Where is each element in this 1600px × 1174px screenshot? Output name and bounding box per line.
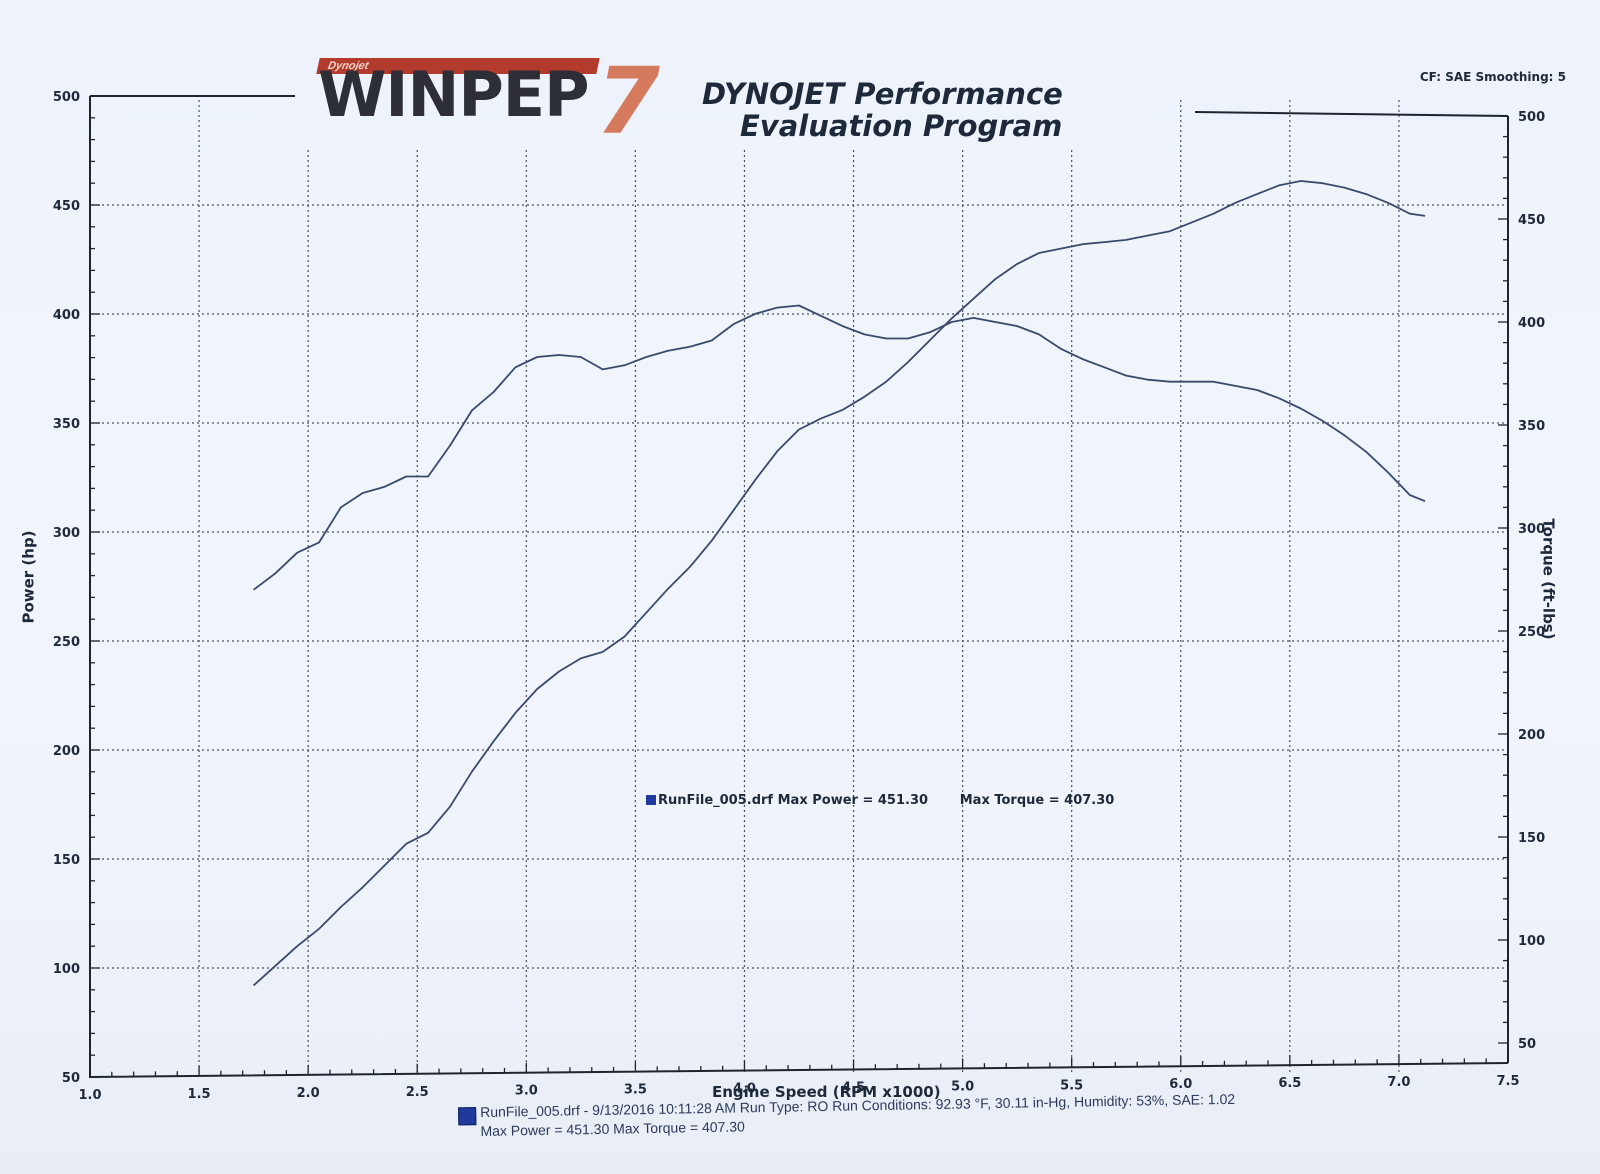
y-tick-label: 500 bbox=[53, 90, 80, 105]
x-tick-label: 2.0 bbox=[297, 1086, 320, 1101]
x-tick-label: 4.5 bbox=[842, 1080, 865, 1095]
grid bbox=[92, 100, 1506, 1075]
series-line-torque bbox=[253, 304, 1426, 591]
x-tick-label: 1.0 bbox=[78, 1088, 101, 1103]
y-tick-label: 450 bbox=[53, 199, 80, 214]
y-tick-label: 250 bbox=[53, 635, 80, 650]
title-line-1: DYNOJET Performance bbox=[702, 77, 1063, 111]
x-tick-label: 7.5 bbox=[1496, 1074, 1519, 1089]
y2-tick-label: 450 bbox=[1518, 213, 1545, 228]
correction-factor-info: CF: SAE Smoothing: 5 bbox=[1419, 70, 1566, 84]
x-tick-label: 7.0 bbox=[1387, 1075, 1410, 1090]
x-tick-label: 3.5 bbox=[624, 1083, 647, 1098]
y-tick-label: 200 bbox=[53, 744, 80, 759]
x-axis-title: Engine Speed (RPM x1000) bbox=[712, 1083, 941, 1101]
y2-tick-label: 50 bbox=[1518, 1037, 1536, 1052]
chart-legend: RunFile_005.drf Max Power = 451.30 Max T… bbox=[646, 793, 1114, 808]
legend-max-torque: Max Torque = 407.30 bbox=[959, 793, 1115, 808]
y-tick-label: 400 bbox=[53, 308, 80, 323]
x-tick-label: 2.5 bbox=[406, 1085, 429, 1100]
y2-tick-label: 300 bbox=[1518, 522, 1545, 537]
y2-tick-label: 100 bbox=[1518, 934, 1545, 949]
x-tick-label: 6.5 bbox=[1278, 1076, 1301, 1091]
y2-tick-label: 200 bbox=[1518, 728, 1545, 743]
x-tick-label: 5.5 bbox=[1060, 1078, 1083, 1093]
x-tick-label: 1.5 bbox=[188, 1087, 211, 1102]
series bbox=[252, 180, 1426, 987]
y2-tick-label: 400 bbox=[1518, 316, 1545, 331]
y-axis-title: Power (hp) bbox=[19, 530, 38, 624]
y2-tick-label: 250 bbox=[1518, 625, 1545, 640]
series-line-power bbox=[252, 180, 1426, 987]
winpep-logo: WINPEP bbox=[318, 58, 590, 131]
plot-frame-left-bottom bbox=[89, 96, 1509, 1079]
x-tick-label: 5.0 bbox=[951, 1079, 974, 1094]
legend-max-power: Max Power = 451.30 bbox=[777, 793, 929, 808]
x-tick-label: 6.0 bbox=[1169, 1077, 1192, 1092]
y-tick-label: 100 bbox=[53, 962, 80, 977]
legend-swatch bbox=[646, 795, 656, 805]
x-tick-label: 3.0 bbox=[515, 1084, 538, 1099]
y2-tick-label: 500 bbox=[1518, 110, 1545, 125]
footer-swatch bbox=[458, 1107, 477, 1126]
y-tick-label: 50 bbox=[62, 1071, 80, 1086]
axes bbox=[89, 95, 1509, 1079]
y2-tick-label: 350 bbox=[1518, 419, 1545, 434]
y2-tick-label: 150 bbox=[1518, 831, 1545, 846]
y-tick-label: 350 bbox=[53, 417, 80, 432]
tick-labels: 1.0 1.5 2.0 2.5 3.0 3.5 4.0 4.5 5.0 5.5 6.0 6.5 7.0 7… bbox=[53, 90, 1545, 1103]
y2-axis-title: Torque (ft-lbs) bbox=[1539, 518, 1558, 640]
legend-run: RunFile_005.drf bbox=[658, 793, 774, 808]
y-tick-label: 150 bbox=[53, 853, 80, 868]
winpep-seven-logo: 7 bbox=[596, 48, 661, 155]
title-line-2: Evaluation Program bbox=[740, 109, 1063, 143]
y-tick-label: 300 bbox=[53, 526, 80, 541]
plot-frame-top-right bbox=[1194, 111, 1509, 117]
x-tick-label: 4.0 bbox=[733, 1082, 756, 1097]
